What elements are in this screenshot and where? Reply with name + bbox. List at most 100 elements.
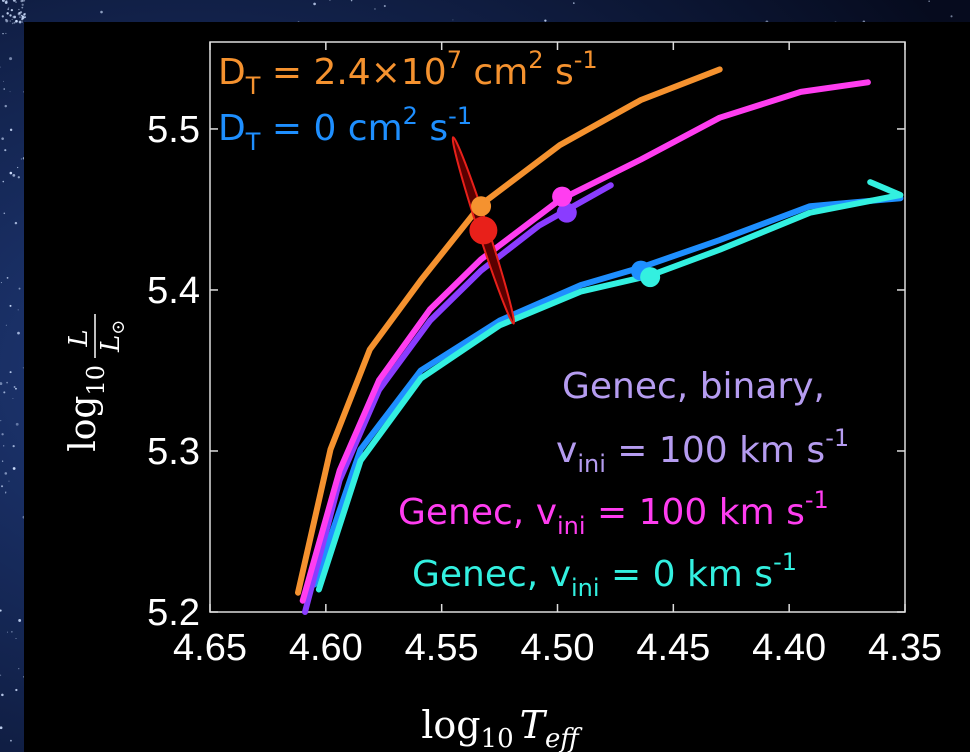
star [3, 88, 5, 90]
star [1, 433, 3, 435]
star [2, 461, 3, 462]
y-label-part: ⊙ [108, 320, 129, 335]
star [3, 81, 4, 82]
star [18, 9, 19, 10]
star [7, 8, 9, 10]
star [22, 4, 24, 6]
x-tick-label: 4.45 [636, 627, 710, 669]
star [7, 632, 8, 633]
star [18, 176, 20, 178]
star [5, 493, 6, 494]
y-tick-label: 5.2 [147, 592, 200, 634]
star [10, 740, 12, 742]
x-label-part: log [421, 703, 480, 747]
star [1, 282, 2, 283]
annotation-part: = 0 cm [260, 108, 402, 149]
star [18, 12, 21, 15]
star [10, 172, 13, 175]
star [14, 386, 16, 388]
annotation-part: -1 [448, 102, 472, 130]
x-tick-label: 4.60 [289, 627, 363, 669]
star [6, 12, 8, 14]
chart: 4.654.604.554.504.454.404.355.25.35.45.5… [0, 0, 970, 752]
marker [552, 187, 572, 207]
annotation-part: Genec, binary, [562, 366, 825, 407]
star [13, 467, 16, 470]
star [15, 388, 17, 390]
star [10, 371, 12, 373]
x-tick-label: 4.55 [405, 627, 479, 669]
annotation-part: = 100 km s [586, 492, 805, 533]
star [12, 16, 15, 19]
annotation-part: -1 [773, 548, 797, 576]
star [11, 9, 13, 11]
star [21, 159, 22, 160]
annotation-part: -1 [574, 46, 598, 74]
annotation-part: s [418, 108, 448, 149]
annotation-part: 7 [447, 46, 462, 74]
star [0, 420, 1, 421]
annotation: Genec, binary, [562, 366, 825, 407]
star [19, 16, 21, 18]
star [573, 2, 575, 4]
star [13, 445, 15, 447]
star [18, 309, 19, 310]
star [313, 3, 316, 6]
star [2, 181, 4, 183]
y-tick-label: 5.5 [147, 109, 200, 151]
y-tick-label: 5.3 [147, 431, 200, 473]
star [5, 1, 8, 4]
x-tick-label: 4.35 [868, 627, 942, 669]
star [15, 689, 17, 691]
star [5, 105, 7, 107]
star [8, 481, 9, 482]
annotation-part: ini [571, 574, 600, 602]
star [22, 22, 23, 23]
star [19, 21, 22, 24]
annotation-part: -1 [805, 486, 829, 514]
annotation-part: s [544, 52, 574, 93]
annotation-part: = 0 km s [600, 554, 774, 595]
annotation-part: -1 [825, 424, 849, 452]
annotation-part: v [556, 430, 577, 471]
star [17, 332, 20, 335]
star [12, 174, 15, 177]
star [3, 445, 4, 446]
star [10, 21, 11, 22]
star [24, 16, 26, 18]
star [18, 668, 19, 669]
star [452, 19, 453, 20]
star [12, 19, 13, 20]
star [2, 33, 3, 34]
star [15, 222, 17, 224]
star [10, 91, 11, 92]
star [3, 391, 5, 393]
annotation-part: 2 [528, 46, 543, 74]
star [544, 19, 546, 21]
annotation-part: cm [462, 52, 528, 93]
star [1, 694, 4, 697]
star [384, 5, 386, 7]
y-label-part: L [96, 335, 126, 353]
star [5, 19, 8, 22]
y-tick-label: 5.4 [147, 270, 200, 312]
star [1, 485, 3, 487]
star [4, 149, 6, 151]
y-label-num: L [64, 329, 94, 347]
star [14, 22, 16, 24]
x-tick-label: 4.50 [521, 627, 595, 669]
annotation-part: ini [577, 450, 606, 478]
x-label-part: eff [545, 724, 583, 752]
annotation-part: T [245, 72, 261, 100]
star [5, 33, 6, 34]
annotation-part: D [218, 52, 246, 93]
star [9, 57, 12, 60]
star [6, 325, 7, 326]
annotation-part: 2 [403, 102, 418, 130]
annotation-part: ini [557, 512, 586, 540]
star [12, 398, 13, 399]
star [25, 13, 26, 14]
x-label-part: 10 [481, 724, 514, 752]
y-label-part: 10 [82, 365, 110, 396]
star [0, 675, 1, 676]
